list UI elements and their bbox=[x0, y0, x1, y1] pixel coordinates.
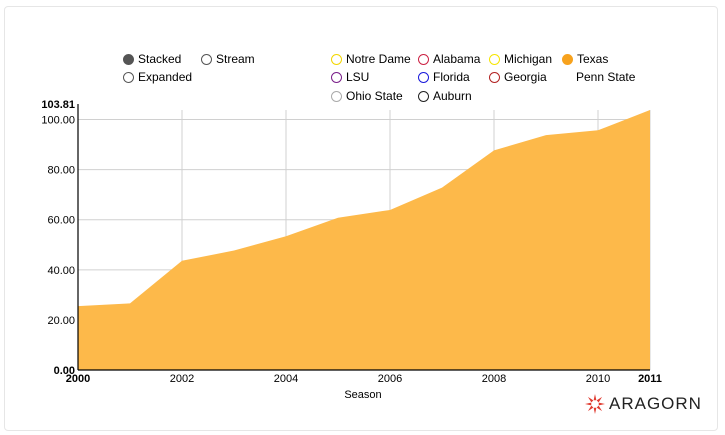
x-tick-label: 2002 bbox=[170, 373, 194, 385]
legend-marker bbox=[418, 90, 429, 102]
legend-label: Alabama bbox=[433, 52, 481, 66]
y-tick-label: 80.00 bbox=[47, 165, 75, 177]
radio-stream[interactable] bbox=[201, 53, 212, 65]
radio-stacked[interactable] bbox=[123, 53, 134, 65]
legend-item-notre-dame[interactable]: Notre Dame bbox=[331, 52, 411, 66]
logo-ray bbox=[585, 402, 592, 406]
style-option-stacked[interactable]: Stacked bbox=[123, 52, 181, 66]
logo-ray bbox=[596, 396, 603, 403]
legend-item-penn-state[interactable]: Penn State bbox=[576, 70, 635, 84]
legend-marker bbox=[562, 53, 573, 65]
aragorn-logo: ARAGORN bbox=[584, 393, 702, 415]
y-tick-label: 100.00 bbox=[41, 115, 75, 127]
style-option-label: Stacked bbox=[138, 52, 182, 66]
style-option-label: Stream bbox=[216, 52, 255, 66]
legend-marker bbox=[331, 90, 342, 102]
legend-marker bbox=[489, 71, 500, 83]
logo-ray bbox=[587, 405, 594, 412]
logo-text: ARAGORN bbox=[609, 394, 702, 413]
legend-label: Michigan bbox=[504, 52, 553, 66]
area-series-layer bbox=[78, 110, 650, 370]
style-option-expanded[interactable]: Expanded bbox=[123, 70, 192, 84]
legend-marker bbox=[331, 53, 342, 65]
logo-ray bbox=[593, 407, 597, 414]
radio-expanded[interactable] bbox=[123, 71, 134, 83]
legend-marker bbox=[331, 71, 342, 83]
axes: 0.00 20.00 40.00 60.00 80.00 100.00 103.81 2000… bbox=[41, 99, 662, 385]
x-tick-label: 2000 bbox=[66, 373, 90, 385]
y-tick-label: 20.00 bbox=[47, 315, 75, 327]
legend-item-lsu[interactable]: LSU bbox=[331, 70, 369, 84]
legend-item-georgia[interactable]: Georgia bbox=[489, 70, 547, 84]
y-tick-label: 0.00 bbox=[54, 365, 75, 377]
legend-label: Auburn bbox=[433, 89, 472, 103]
x-tick-label: 2010 bbox=[586, 373, 610, 385]
legend-item-auburn[interactable]: Auburn bbox=[418, 89, 472, 103]
legend-item-michigan[interactable]: Michigan bbox=[489, 52, 552, 66]
y-tick-label: 103.81 bbox=[41, 99, 75, 111]
legend-label: LSU bbox=[346, 70, 370, 84]
legend-label: Florida bbox=[433, 70, 470, 84]
area-series-texas[interactable] bbox=[78, 110, 650, 370]
logo-ray bbox=[593, 394, 597, 401]
x-tick-label: 2008 bbox=[482, 373, 506, 385]
legend-label: Penn State bbox=[576, 70, 636, 84]
logo-ray bbox=[598, 402, 605, 406]
legend-label: Notre Dame bbox=[346, 52, 411, 66]
y-tick-label: 60.00 bbox=[47, 215, 75, 227]
x-tick-label: 2006 bbox=[378, 373, 402, 385]
legend-item-texas[interactable]: Texas bbox=[562, 52, 608, 66]
logo-ray bbox=[596, 405, 603, 412]
x-axis-title: Season bbox=[344, 389, 381, 401]
legend-item-ohio-state[interactable]: Ohio State bbox=[331, 89, 403, 103]
style-option-stream[interactable]: Stream bbox=[201, 52, 255, 66]
legend-label: Ohio State bbox=[346, 89, 403, 103]
legend-label: Georgia bbox=[504, 70, 547, 84]
logo-ray bbox=[587, 396, 594, 403]
y-tick-label: 40.00 bbox=[47, 265, 75, 277]
legend-marker bbox=[489, 53, 500, 65]
legend-marker bbox=[418, 71, 429, 83]
legend-item-alabama[interactable]: Alabama bbox=[418, 52, 480, 66]
x-tick-label: 2011 bbox=[638, 373, 662, 385]
x-tick-label: 2004 bbox=[274, 373, 298, 385]
style-option-label: Expanded bbox=[138, 70, 193, 84]
legend-label: Texas bbox=[577, 52, 609, 66]
legend-item-florida[interactable]: Florida bbox=[418, 70, 470, 84]
starburst-logo-icon bbox=[585, 394, 605, 414]
legend-marker bbox=[418, 53, 429, 65]
